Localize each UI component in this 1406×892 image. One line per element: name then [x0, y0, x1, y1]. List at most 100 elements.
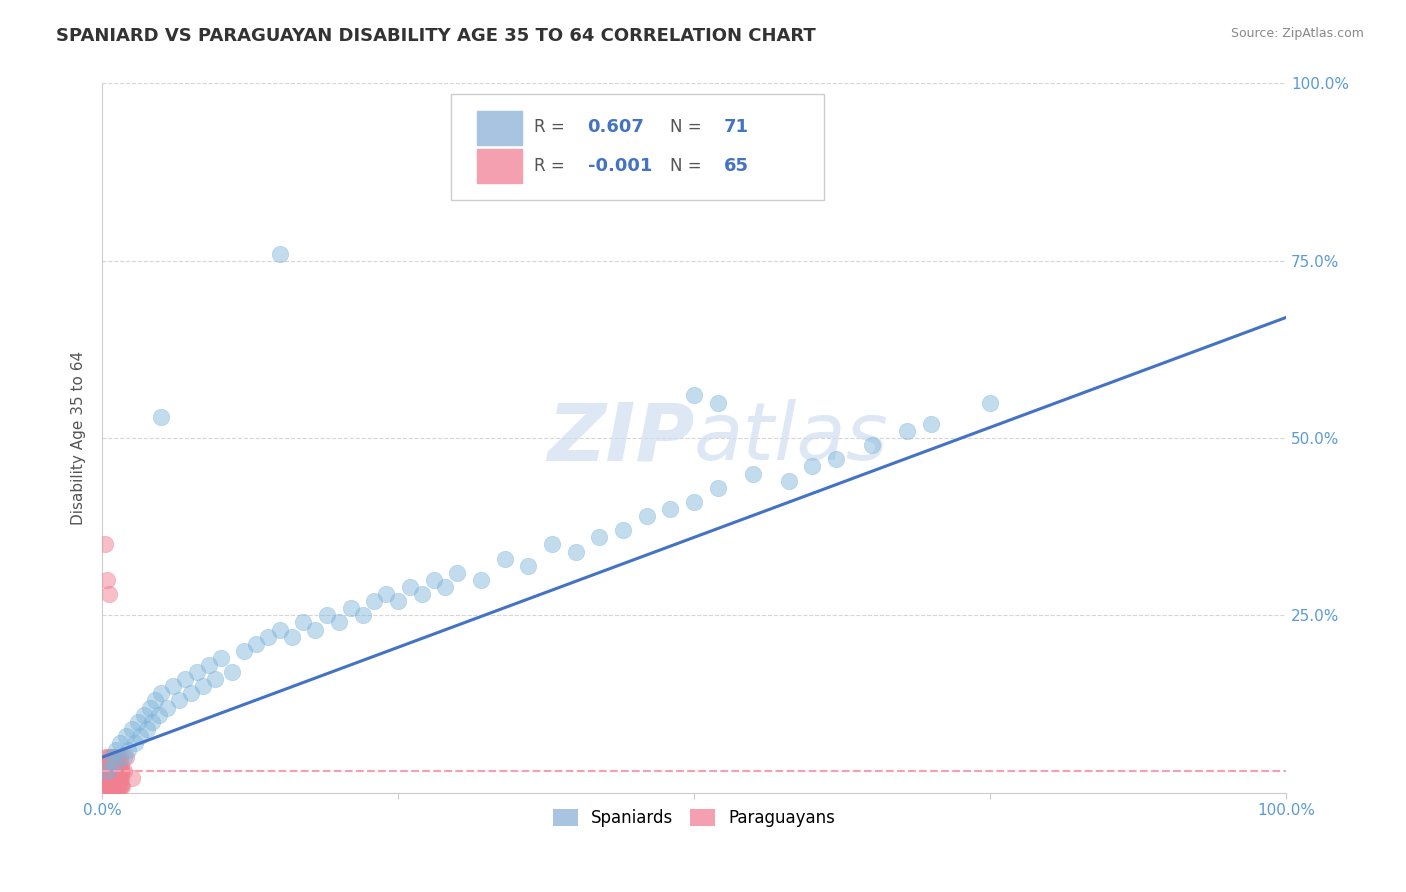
Point — [117, 743, 139, 757]
Text: R =: R = — [534, 119, 565, 136]
Point — [825, 452, 848, 467]
Point — [93, 757, 115, 772]
Point — [108, 750, 131, 764]
Point — [422, 573, 444, 587]
Text: N =: N = — [671, 157, 702, 176]
Point — [340, 601, 363, 615]
Text: 65: 65 — [724, 157, 748, 176]
Point — [94, 772, 117, 786]
Point — [636, 509, 658, 524]
Point — [112, 750, 135, 764]
Text: R =: R = — [534, 157, 565, 176]
Point — [612, 523, 634, 537]
Point — [105, 764, 128, 779]
Point — [221, 665, 243, 679]
Point — [103, 772, 125, 786]
Point — [920, 417, 942, 431]
Point — [124, 736, 146, 750]
Point — [104, 772, 127, 786]
Point — [107, 779, 129, 793]
Point — [100, 772, 122, 786]
Point — [801, 459, 824, 474]
Legend: Spaniards, Paraguayans: Spaniards, Paraguayans — [546, 803, 842, 834]
Point — [96, 764, 118, 779]
Point — [100, 779, 122, 793]
Point — [494, 551, 516, 566]
Point — [98, 587, 121, 601]
Text: -0.001: -0.001 — [588, 157, 652, 176]
Point — [280, 630, 302, 644]
Point — [167, 693, 190, 707]
Point — [96, 573, 118, 587]
Point — [100, 750, 122, 764]
Point — [174, 672, 197, 686]
Point — [94, 750, 117, 764]
Point — [103, 764, 125, 779]
Text: ZIP: ZIP — [547, 399, 695, 477]
Point — [100, 779, 122, 793]
Point — [564, 544, 586, 558]
Point — [706, 481, 728, 495]
Point — [148, 707, 170, 722]
Point — [141, 714, 163, 729]
FancyBboxPatch shape — [478, 149, 523, 184]
Point — [121, 772, 143, 786]
Point — [115, 729, 138, 743]
Point — [101, 772, 124, 786]
Point — [94, 779, 117, 793]
Point — [93, 537, 115, 551]
Point — [97, 764, 120, 779]
Point — [104, 750, 127, 764]
Point — [98, 764, 121, 779]
Point — [107, 772, 129, 786]
Point — [101, 779, 124, 793]
Point — [108, 772, 131, 786]
Point — [100, 750, 122, 764]
Point — [399, 580, 422, 594]
FancyBboxPatch shape — [451, 94, 824, 201]
Point — [100, 757, 122, 772]
Point — [860, 438, 883, 452]
Point — [97, 750, 120, 764]
Point — [150, 409, 173, 424]
Text: 0.607: 0.607 — [588, 119, 644, 136]
Point — [245, 637, 267, 651]
Text: 71: 71 — [724, 119, 748, 136]
Point — [304, 623, 326, 637]
Point — [129, 729, 152, 743]
Point — [896, 424, 918, 438]
Text: Source: ZipAtlas.com: Source: ZipAtlas.com — [1230, 27, 1364, 40]
Point — [683, 388, 706, 402]
Point — [411, 587, 433, 601]
Point — [209, 651, 232, 665]
Point — [191, 679, 214, 693]
Point — [742, 467, 765, 481]
Point — [107, 779, 129, 793]
Point — [107, 764, 129, 779]
Point — [100, 764, 122, 779]
Point — [105, 779, 128, 793]
Point — [778, 474, 800, 488]
Point — [111, 764, 134, 779]
Point — [107, 750, 129, 764]
Point — [588, 530, 610, 544]
Point — [104, 779, 127, 793]
Text: atlas: atlas — [695, 399, 889, 477]
Point — [97, 779, 120, 793]
Point — [104, 764, 127, 779]
Point — [328, 615, 350, 630]
Point — [103, 779, 125, 793]
Point — [110, 757, 132, 772]
Point — [706, 395, 728, 409]
Y-axis label: Disability Age 35 to 64: Disability Age 35 to 64 — [72, 351, 86, 525]
Point — [97, 764, 120, 779]
Point — [105, 757, 128, 772]
Text: N =: N = — [671, 119, 702, 136]
Point — [110, 764, 132, 779]
Point — [269, 623, 291, 637]
Point — [100, 764, 122, 779]
Point — [363, 594, 385, 608]
Point — [108, 779, 131, 793]
Point — [156, 700, 179, 714]
Point — [292, 615, 315, 630]
